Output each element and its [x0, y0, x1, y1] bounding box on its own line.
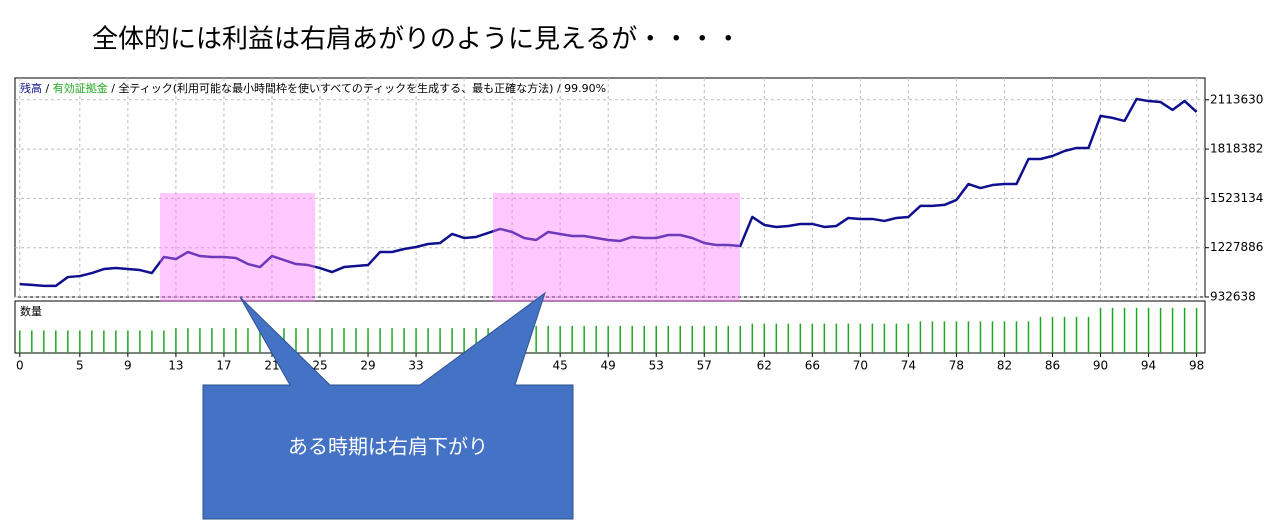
x-tick-label: 9	[124, 359, 132, 373]
y-tick-label: 932638	[1210, 290, 1256, 304]
x-tick-label: 29	[360, 359, 375, 373]
legend-text: 残高 / 有効証拠金 / 全ティック(利用可能な最小時間枠を使いすべてのティック…	[20, 81, 606, 95]
x-tick-label: 25	[312, 359, 327, 373]
highlight-box	[160, 193, 315, 302]
callout-shape	[202, 291, 574, 520]
volume-title: 数量	[20, 305, 42, 318]
volume-panel	[14, 300, 1206, 354]
x-tick-label: 21	[264, 359, 279, 373]
x-tick-label: 66	[805, 359, 820, 373]
y-tick-label: 1227886	[1210, 240, 1263, 254]
x-tick-label: 94	[1141, 359, 1156, 373]
x-tick-label: 82	[997, 359, 1012, 373]
x-tick-label: 45	[553, 359, 568, 373]
legend: 残高 / 有効証拠金 / 全ティック(利用可能な最小時間枠を使いすべてのティック…	[20, 81, 606, 95]
callout-text: ある時期は右肩下がり	[288, 435, 488, 459]
legend-balance: 残高	[20, 81, 42, 95]
x-tick-label: 74	[901, 359, 916, 373]
legend-quality: 99.90%	[564, 82, 606, 95]
x-tick-label: 53	[649, 359, 664, 373]
highlight-box	[493, 193, 740, 302]
y-tick-label: 1818382	[1210, 142, 1263, 156]
x-tick-label: 57	[697, 359, 712, 373]
x-tick-label: 86	[1045, 359, 1060, 373]
x-tick-label: 90	[1093, 359, 1108, 373]
x-tick-label: 5	[76, 359, 84, 373]
legend-equity: 有効証拠金	[53, 81, 108, 95]
x-tick-label: 17	[216, 359, 231, 373]
x-tick-label: 70	[853, 359, 868, 373]
x-tick-label: 0	[16, 359, 24, 373]
x-tick-label: 78	[949, 359, 964, 373]
x-tick-label: 13	[168, 359, 183, 373]
x-tick-label: 62	[757, 359, 772, 373]
x-tick-label: 33	[408, 359, 423, 373]
x-tick-label: 98	[1189, 359, 1204, 373]
page-title: 全体的には利益は右肩あがりのように見えるが・・・・	[92, 25, 741, 55]
x-tick-label: 49	[601, 359, 616, 373]
legend-model: 全ティック(利用可能な最小時間枠を使いすべてのティックを生成する、最も正確な方法…	[118, 81, 553, 95]
y-tick-label: 2113630	[1210, 92, 1263, 106]
price-panel	[14, 77, 1206, 298]
balance-line	[19, 97, 1198, 288]
y-tick-label: 1523134	[1210, 191, 1263, 205]
